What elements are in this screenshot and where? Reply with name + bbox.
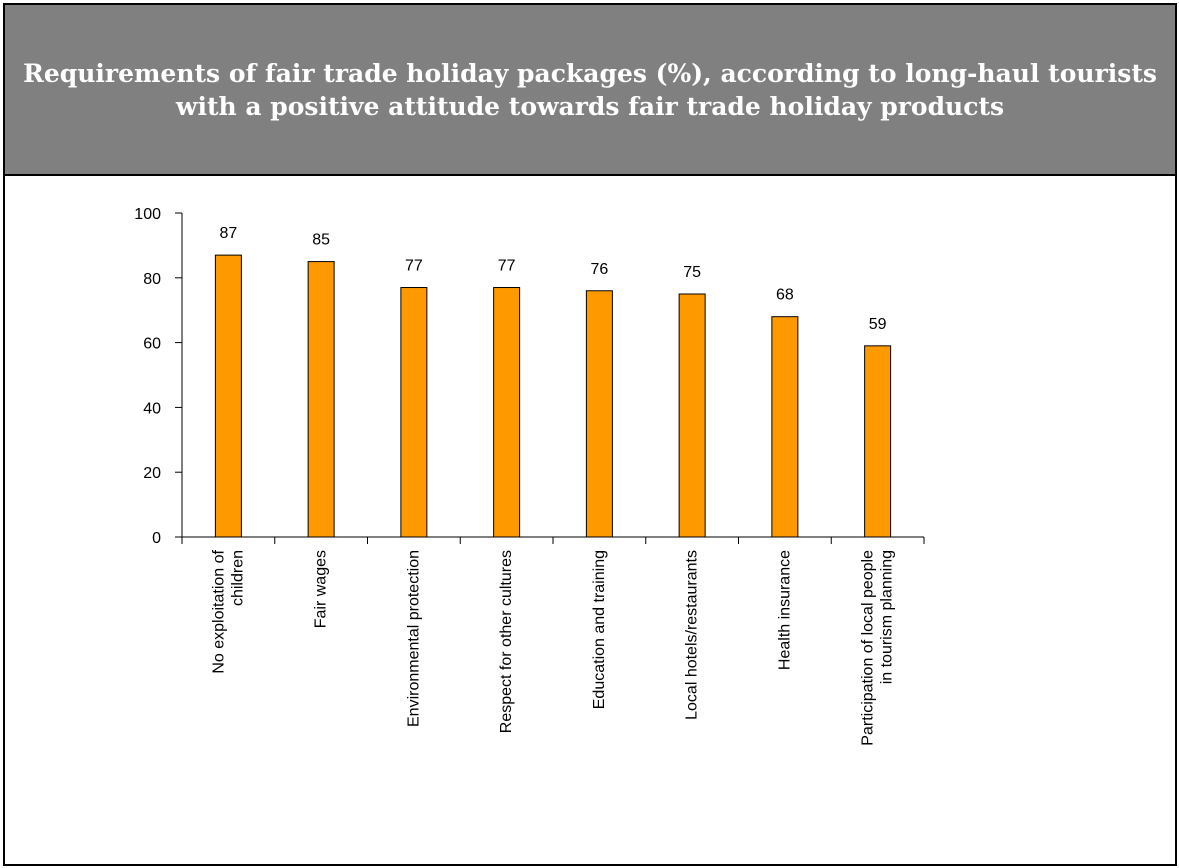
- bar-6: [678, 293, 706, 538]
- bar-3: [400, 287, 428, 538]
- y-tick-label: 40: [143, 400, 161, 417]
- title-banner: Requirements of fair trade holiday packa…: [5, 5, 1175, 176]
- bar-7: [771, 316, 799, 538]
- y-tick-label: 60: [143, 336, 161, 353]
- category-label-8: Participation of local people: [860, 550, 877, 746]
- data-label-6: 75: [683, 264, 701, 281]
- category-label-5: Education and training: [591, 550, 608, 709]
- data-label-5: 76: [590, 261, 608, 278]
- y-tick-label: 80: [143, 271, 161, 288]
- bar-4: [493, 287, 521, 538]
- data-label-2: 85: [312, 232, 330, 249]
- bar-2: [307, 261, 335, 538]
- category-label-3: Environmental protection: [405, 550, 422, 727]
- category-label-4: Respect for other cultures: [498, 550, 515, 733]
- bar-1: [214, 254, 242, 538]
- bar-5: [585, 290, 613, 538]
- category-label-7: Health insurance: [776, 550, 793, 670]
- category-label-6: Local hotels/restaurants: [684, 550, 701, 720]
- chart-title: Requirements of fair trade holiday packa…: [23, 58, 1157, 121]
- y-tick-label: 100: [134, 206, 161, 223]
- category-label-1: No exploitation of: [210, 549, 227, 673]
- y-tick-label: 0: [152, 530, 161, 547]
- category-label-8: in tourism planning: [879, 550, 896, 684]
- category-label-2: Fair wages: [313, 550, 330, 628]
- data-label-4: 77: [498, 258, 516, 275]
- category-label-1: children: [229, 550, 246, 606]
- chart-frame: Requirements of fair trade holiday packa…: [3, 3, 1177, 866]
- bar-8: [864, 345, 892, 538]
- data-label-7: 68: [776, 287, 794, 304]
- data-label-1: 87: [219, 225, 237, 242]
- data-label-8: 59: [869, 316, 887, 333]
- data-label-3: 77: [405, 258, 423, 275]
- y-tick-label: 20: [143, 465, 161, 482]
